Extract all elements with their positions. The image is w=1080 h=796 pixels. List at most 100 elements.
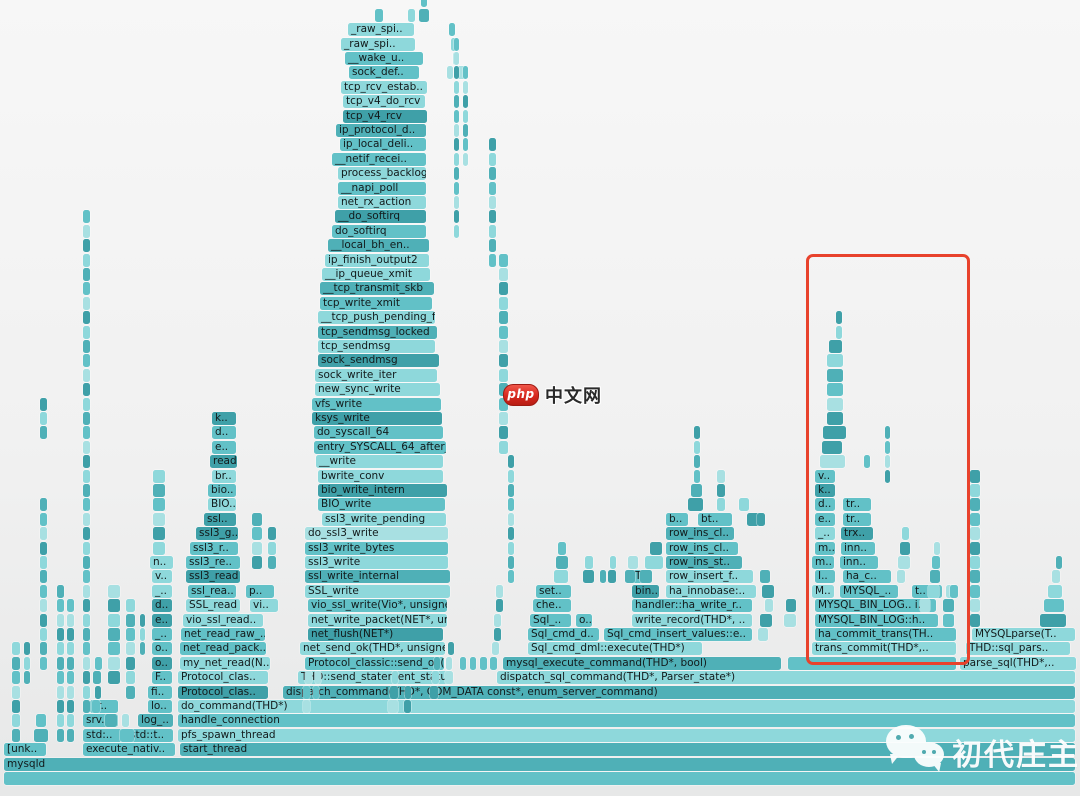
frame-entry-syscall-64-after-h[interactable]: entry_SYSCALL_64_after_h..: [314, 440, 447, 454]
frame-block[interactable]: [315, 671, 322, 685]
frame-ip-protocol-d[interactable]: ip_protocol_d..: [336, 124, 427, 137]
frame-ha-commit-trans-th[interactable]: ha_commit_trans(TH..: [815, 628, 957, 641]
frame-block[interactable]: [252, 541, 263, 555]
frame-block[interactable]: [489, 239, 497, 253]
frame-block[interactable]: [83, 685, 91, 699]
frame-execute-nativ[interactable]: execute_nativ..: [83, 743, 176, 757]
frame-net-read-raw[interactable]: net_read_raw_..: [181, 628, 266, 641]
frame-block[interactable]: [932, 556, 941, 569]
frame-block[interactable]: [1040, 613, 1067, 627]
frame-ssl3-write[interactable]: ssl3_write: [305, 556, 449, 569]
frame-block[interactable]: [83, 253, 91, 267]
frame-napi-poll[interactable]: __napi_poll: [338, 181, 427, 195]
frame-e[interactable]: e..: [212, 440, 237, 454]
frame-block[interactable]: [489, 167, 497, 181]
frame-block[interactable]: [95, 685, 102, 699]
frame-block[interactable]: [303, 685, 311, 699]
frame-block[interactable]: [83, 700, 91, 713]
frame-k[interactable]: k..: [815, 484, 836, 497]
frame-mysql-bin-log-h[interactable]: MYSQL_BIN_LOG::h..: [815, 613, 939, 627]
frame-block[interactable]: [717, 484, 726, 497]
frame-dispatch-command-thd-com-data-const-enum-server-command[interactable]: dispatch_command(THD*, COM_DATA const*, …: [283, 685, 1076, 699]
frame-block[interactable]: [67, 599, 75, 613]
frame-block[interactable]: [454, 196, 460, 209]
frame-block[interactable]: [934, 541, 941, 555]
frame-[interactable]: _..: [815, 527, 836, 541]
frame-block[interactable]: [67, 714, 75, 728]
frame-ssl3-re[interactable]: ssl3_re..: [186, 556, 241, 569]
frame-block[interactable]: [499, 268, 509, 281]
frame-block[interactable]: [717, 469, 726, 483]
frame-block[interactable]: [83, 224, 91, 238]
frame-block[interactable]: [57, 656, 65, 670]
frame-vfs-write[interactable]: vfs_write: [312, 397, 442, 411]
frame-dispatch-sql-command-thd-parser-state[interactable]: dispatch_sql_command(THD*, Parser_state*…: [497, 671, 1076, 685]
frame-i[interactable]: I..: [815, 570, 836, 584]
frame-block[interactable]: [12, 656, 21, 670]
frame-block[interactable]: [108, 584, 121, 598]
frame-read[interactable]: read: [210, 455, 238, 469]
frame-tcp-transmit-skb[interactable]: __tcp_transmit_skb: [320, 282, 435, 296]
frame-block[interactable]: [57, 642, 65, 656]
frame-block[interactable]: [375, 8, 384, 22]
frame-block[interactable]: [140, 628, 146, 641]
frame-block[interactable]: [126, 599, 136, 613]
frame-log[interactable]: log_..: [138, 714, 174, 728]
frame-thd-send-statement-status[interactable]: THD::send_statement_status(): [298, 671, 451, 685]
frame-block[interactable]: [34, 728, 49, 742]
frame-block[interactable]: [762, 584, 775, 598]
frame-block[interactable]: [40, 642, 48, 656]
frame-block[interactable]: [757, 512, 766, 526]
frame-block[interactable]: [1044, 599, 1065, 613]
frame-block[interactable]: [827, 354, 844, 368]
frame-block[interactable]: [390, 685, 399, 699]
frame-block[interactable]: [836, 325, 843, 339]
frame-block[interactable]: [432, 671, 440, 685]
frame-new-sync-write[interactable]: new_sync_write: [315, 383, 441, 397]
frame-parse-sql-thd[interactable]: parse_sql(THD*,..: [960, 656, 1077, 670]
frame-block[interactable]: [57, 685, 65, 699]
frame-bio[interactable]: BIO..: [208, 498, 237, 512]
frame-d[interactable]: d..: [815, 498, 836, 512]
frame-block[interactable]: [40, 527, 48, 541]
frame-block[interactable]: [585, 556, 594, 569]
frame-do-command-thd[interactable]: do_command(THD*): [178, 700, 1076, 713]
frame-block[interactable]: [12, 700, 21, 713]
frame-block[interactable]: [625, 570, 636, 584]
frame-block[interactable]: [24, 642, 31, 656]
frame-block[interactable]: [943, 599, 955, 613]
frame-block[interactable]: [460, 656, 467, 670]
frame-block[interactable]: [40, 613, 48, 627]
frame-tr[interactable]: tr..: [843, 512, 872, 526]
frame-block[interactable]: [694, 469, 701, 483]
frame-block[interactable]: [508, 570, 515, 584]
frame-block[interactable]: [67, 642, 75, 656]
frame-block[interactable]: [126, 685, 136, 699]
frame-o[interactable]: o..: [576, 613, 593, 627]
frame-netif-recei[interactable]: __netif_recei..: [332, 152, 427, 166]
frame-process-backlog[interactable]: process_backlog: [338, 167, 427, 181]
frame-pfs-spawn-thread[interactable]: pfs_spawn_thread: [178, 728, 1076, 742]
frame-block[interactable]: [93, 671, 102, 685]
frame-block[interactable]: [558, 541, 567, 555]
frame-vio-ssl-write-vio-unsigne[interactable]: vio_ssl_write(Vio*, unsigne..: [308, 599, 448, 613]
frame-net-send-ok-thd-unsigned-i[interactable]: net_send_ok(THD*, unsigned i..: [300, 642, 446, 656]
frame-mysql[interactable]: MYSQL_..: [840, 584, 899, 598]
frame-block[interactable]: [268, 527, 277, 541]
frame-block[interactable]: [820, 455, 846, 469]
frame-bio-write[interactable]: BIO_write: [318, 498, 446, 512]
frame-block[interactable]: [57, 700, 65, 713]
frame-block[interactable]: [454, 124, 460, 137]
frame-block[interactable]: [494, 613, 502, 627]
frame-p[interactable]: p..: [246, 584, 275, 598]
frame-block[interactable]: [454, 80, 460, 94]
frame-block[interactable]: [508, 455, 515, 469]
frame-block[interactable]: [447, 66, 454, 80]
frame-block[interactable]: [83, 440, 91, 454]
frame-block[interactable]: [1048, 584, 1063, 598]
frame-block[interactable]: [57, 584, 65, 598]
frame-block[interactable]: [153, 512, 166, 526]
frame-tcp-rcv-estab[interactable]: tcp_rcv_estab..: [341, 80, 428, 94]
frame-block[interactable]: [434, 656, 441, 670]
frame-block[interactable]: [970, 512, 981, 526]
